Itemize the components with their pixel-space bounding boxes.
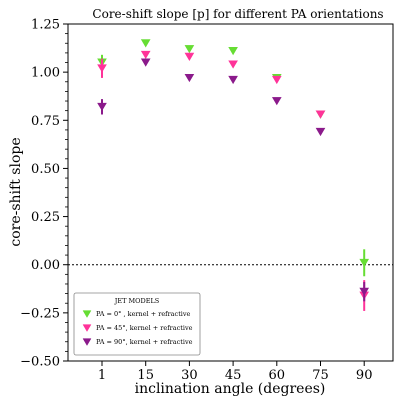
data-point xyxy=(359,287,370,296)
data-point xyxy=(315,110,326,119)
data-marks xyxy=(97,39,370,311)
legend-label: PA = 45°, kernel + refractive xyxy=(96,324,193,332)
data-point xyxy=(359,258,370,268)
y-axis: −0.50 −0.25 0.00 0.25 0.50 0.75 1.00 1.25 xyxy=(20,18,68,370)
data-point xyxy=(228,47,238,56)
x-tick-label: 15 xyxy=(137,368,154,383)
legend-marker xyxy=(82,338,92,346)
y-tick-label: 1.00 xyxy=(31,66,60,81)
legend-box xyxy=(73,292,201,356)
y-tick-label: −0.25 xyxy=(20,306,60,321)
y-tick-label: 0.75 xyxy=(31,114,60,129)
y-tick-label: 0.50 xyxy=(31,162,60,177)
legend-label: PA = 0° , kernel + refractive xyxy=(96,310,191,318)
x-tick-label: 45 xyxy=(225,368,242,383)
legend-marker xyxy=(82,310,92,318)
data-point xyxy=(271,75,282,85)
y-tick-label: 1.25 xyxy=(31,18,60,33)
data-point xyxy=(271,97,282,106)
data-point xyxy=(184,45,195,54)
chart-title: Core-shift slope [p] for different PA or… xyxy=(92,7,383,21)
legend-title: JET MODELS xyxy=(114,297,159,305)
x-tick-label: 60 xyxy=(269,368,286,383)
x-tick-label: 1 xyxy=(98,368,106,383)
y-tick-label: 0.25 xyxy=(31,210,60,225)
x-tick-label: 90 xyxy=(356,368,373,383)
data-point xyxy=(140,39,151,48)
data-point xyxy=(140,50,151,60)
y-tick-label: 0.00 xyxy=(31,258,60,273)
x-tick-label: 75 xyxy=(312,368,329,383)
data-point xyxy=(97,102,107,112)
data-point xyxy=(97,64,107,73)
plot-area xyxy=(67,23,394,362)
legend-label: PA = 90°, kernel + refractive xyxy=(96,338,193,346)
data-point xyxy=(228,60,238,69)
data-point xyxy=(228,75,238,85)
legend-marker xyxy=(82,324,92,332)
data-point xyxy=(315,127,326,137)
x-axis-label: inclination angle (degrees) xyxy=(135,381,326,397)
y-tick-label: −0.50 xyxy=(20,355,60,370)
data-point xyxy=(140,58,151,67)
data-point xyxy=(184,52,195,61)
x-tick-label: 30 xyxy=(181,368,198,383)
data-point xyxy=(184,73,195,83)
legend-entries: PA = 0° , kernel + refractive PA = 45°, k… xyxy=(82,310,193,346)
x-axis: 1 15 30 45 60 75 90 xyxy=(98,361,373,383)
legend: JET MODELS PA = 0° , kernel + refractive… xyxy=(73,292,201,356)
y-axis-label: core-shift slope xyxy=(8,137,24,246)
